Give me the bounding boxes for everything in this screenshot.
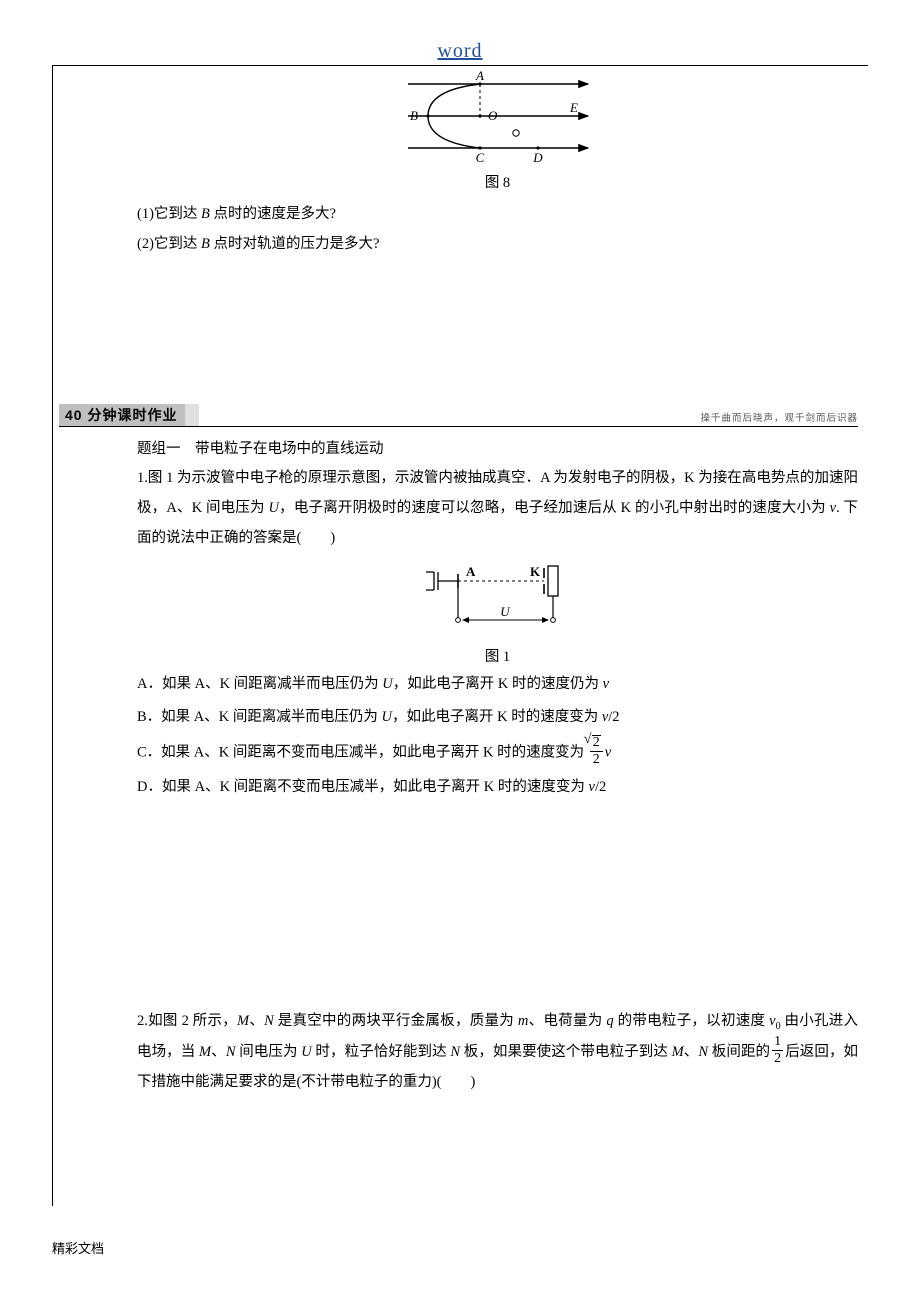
footer-text: 精彩文档 [52,1238,868,1257]
figure-8-svg: A B O E C D [388,70,608,162]
q2-p20: M [672,1044,684,1060]
q2-p15: 间电压为 [235,1044,301,1060]
q1-choice-A: A．如果 A、K 间距离减半而电压仍为 U，如此电子离开 K 时的速度仍为 v [137,670,858,700]
q2-p0: 2.如图 2 所示， [137,1013,237,1029]
choice-B-tail: /2 [608,709,619,725]
q2-frac-den: 2 [772,1051,783,1066]
q1-text: 1.图 1 为示波管中电子枪的原理示意图，示波管内被抽成真空．A 为发射电子的阴… [137,464,858,553]
fig8-label-O: O [488,108,498,123]
choice-B-mid: ，如此电子离开 K 时的速度变为 [392,709,602,725]
q8-sub2-suffix: 点时对轨道的压力是多大? [210,236,380,252]
q2-p3: N [264,1013,274,1029]
choice-C-v: v [605,744,611,760]
fig8-label-D: D [532,150,543,162]
q2-p7: q [606,1013,613,1029]
q8-sub2: (2)它到达 B 点时对轨道的压力是多大? [137,230,858,260]
choice-A-prefix: A．如果 A、K 间距离减半而电压仍为 [137,676,382,692]
q2-p21: 、 [684,1044,699,1060]
section-bar-motto: 操千曲而后晓声，观千剑而后识器 [700,410,858,426]
q8-sub1-suffix: 点时的速度是多大? [210,206,336,222]
figure-8-caption: 图 8 [137,171,858,192]
q8-sub2-prefix: (2)它到达 [137,236,201,252]
section-bar-title: 40 分钟课时作业 [59,404,199,426]
header-brand: word [52,40,868,63]
q2-p2: 、 [249,1013,264,1029]
q1-p1: U [269,500,279,516]
q1-p2: ，电子离开阴极时的速度可以忽略，电子经加速后从 K 的小孔中射出时的速度大小为 [279,500,830,516]
q8-sub2-var: B [201,236,210,252]
fig1-label-A: A [466,564,476,579]
choice-A-mid: ，如此电子离开 K 时的速度仍为 [393,676,603,692]
q8-sub1-prefix: (1)它到达 [137,206,201,222]
fig8-label-B: B [410,108,418,123]
q2-p1: M [237,1013,249,1029]
figure-1-caption: 图 1 [137,645,858,666]
q8-sub1: (1)它到达 B 点时的速度是多大? [137,200,858,230]
figure-8: A B O E C D 图 8 [137,70,858,192]
fig8-label-E: E [569,100,578,115]
choice-B-U: U [382,709,392,725]
section-bar: 40 分钟课时作业 操千曲而后晓声，观千剑而后识器 [59,405,858,427]
q2-p17: 时，粒子恰好能到达 [312,1044,451,1060]
q2-frac-num: 1 [772,1035,783,1051]
fig1-label-K: K [530,564,541,579]
q8-sub1-var: B [201,206,210,222]
q1-choice-B: B．如果 A、K 间距离减半而电压仍为 U，如此电子离开 K 时的速度变为 v/… [137,703,858,733]
q1-choice-D: D．如果 A、K 间距离不变而电压减半，如此电子离开 K 时的速度变为 v/2 [137,773,858,803]
q2-p6: 、电荷量为 [528,1013,606,1029]
figure-1-svg: A K U [408,560,588,638]
q2-p16: U [301,1044,311,1060]
group1-title: 题组一 带电粒子在电场中的直线运动 [137,435,858,464]
choice-A-v: v [603,676,609,692]
q2-p23: 板间距的 [708,1044,770,1060]
choice-B-prefix: B．如果 A、K 间距离减半而电压仍为 [137,709,382,725]
q2-text: 2.如图 2 所示，M、N 是真空中的两块平行金属板，质量为 m、电荷量为 q … [137,1007,858,1098]
q2-p18: N [450,1044,460,1060]
q2-p5: m [518,1013,528,1029]
q2-p4: 是真空中的两块平行金属板，质量为 [274,1013,518,1029]
choice-D-prefix: D．如果 A、K 间距离不变而电压减半，如此电子离开 K 时的速度变为 [137,779,589,795]
fig8-label-A: A [475,70,484,83]
figure-1: A K U 图 1 [137,560,858,666]
q2-p12: M [199,1044,211,1060]
fig1-label-U: U [500,604,511,619]
choice-C-frac: 2√ 2 [590,735,603,767]
choice-C-prefix: C．如果 A、K 间距离不变而电压减半，如此电子离开 K 时的速度变为 [137,744,588,760]
blank-space-1 [137,259,858,399]
q2-p22: N [698,1044,708,1060]
q1-choice-C: C．如果 A、K 间距离不变而电压减半，如此电子离开 K 时的速度变为 2√ 2… [137,737,858,769]
q2-frac: 12 [772,1035,783,1066]
q2-p8: 的带电粒子，以初速度 [614,1013,769,1029]
choice-D-tail: /2 [595,779,606,795]
choice-A-U: U [382,676,392,692]
q2-p19: 板，如果要使这个带电粒子到达 [460,1044,672,1060]
choice-C-den: 2 [590,752,603,767]
q2-p13: 、 [211,1044,226,1060]
page-frame: A B O E C D 图 8 (1)它到达 B 点时的速度是多大? (2)它到… [52,65,868,1206]
blank-space-2 [137,807,858,1007]
fig8-label-C: C [475,150,484,162]
